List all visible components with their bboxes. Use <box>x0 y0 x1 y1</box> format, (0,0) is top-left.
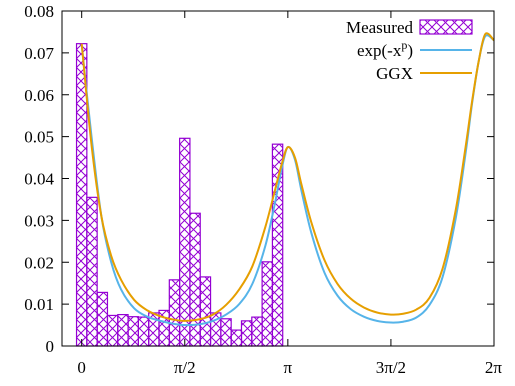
x-tick-label: 3π/2 <box>376 358 406 377</box>
y-tick-label: 0.03 <box>24 211 54 230</box>
y-tick-label: 0.07 <box>24 44 54 63</box>
histogram-bar <box>220 318 232 347</box>
ggx-fit-curve <box>80 32 495 322</box>
y-tick-label: 0.04 <box>24 170 54 189</box>
x-tick-label: 2π <box>485 358 503 377</box>
histogram-bar <box>127 316 139 347</box>
y-tick-label: 0.01 <box>24 295 54 314</box>
legend-label: exp(-xp) <box>357 38 413 60</box>
histogram-bar <box>86 196 98 347</box>
histogram-bar <box>117 313 129 347</box>
x-tick-label: 0 <box>77 358 86 377</box>
histogram-bar <box>189 212 201 347</box>
y-tick-label: 0.08 <box>24 2 54 21</box>
x-tick-label: π <box>284 358 293 377</box>
histogram-bar <box>251 316 263 347</box>
histogram-bar <box>199 276 212 347</box>
legend-label: Measured <box>346 18 414 37</box>
histogram-bar <box>179 137 191 347</box>
y-tick-label: 0.06 <box>24 86 54 105</box>
x-tick-label: π/2 <box>174 358 196 377</box>
histogram-bar <box>230 329 243 347</box>
y-tick-label: 0.02 <box>24 253 54 272</box>
axis-ticks: 0 0.01 0.02 0.03 0.04 0.05 0.06 0.07 0.08 0 π/2 π 3π… <box>24 2 502 377</box>
histogram-bar <box>261 261 274 347</box>
histogram-bar <box>168 279 181 347</box>
histogram-bar <box>96 291 109 347</box>
y-tick-label: 0 <box>46 337 55 356</box>
histogram-bar <box>106 314 119 347</box>
exp-fit-curve <box>80 34 495 327</box>
fit-curves <box>80 32 495 327</box>
y-tick-label: 0.05 <box>24 128 54 147</box>
histogram-bars <box>75 43 284 347</box>
histogram-bar <box>137 316 150 347</box>
legend-label: GGX <box>376 64 413 83</box>
legend-swatch-measured <box>419 19 473 35</box>
histogram-bar <box>240 320 253 347</box>
